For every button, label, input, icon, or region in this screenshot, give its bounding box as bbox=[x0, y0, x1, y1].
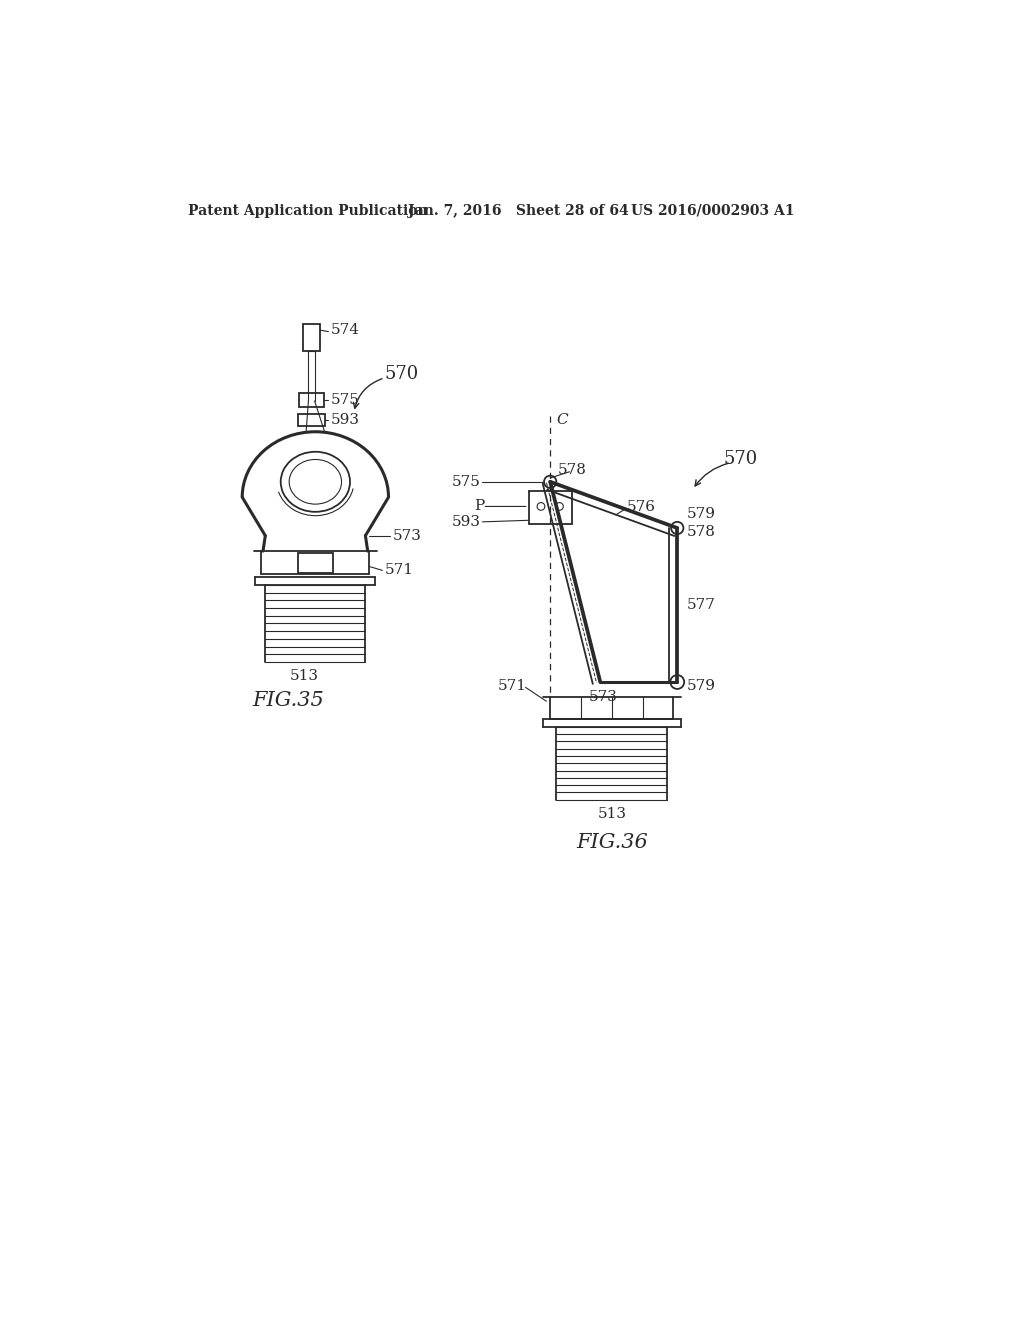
Text: 571: 571 bbox=[385, 564, 414, 577]
Text: 579: 579 bbox=[686, 507, 716, 521]
Text: P: P bbox=[474, 499, 484, 513]
Text: 573: 573 bbox=[392, 529, 421, 543]
Text: 578: 578 bbox=[686, 525, 716, 539]
Text: 513: 513 bbox=[597, 807, 627, 821]
Text: US 2016/0002903 A1: US 2016/0002903 A1 bbox=[631, 203, 795, 218]
Text: Jan. 7, 2016: Jan. 7, 2016 bbox=[408, 203, 502, 218]
Text: C: C bbox=[556, 413, 568, 428]
Text: 573: 573 bbox=[589, 690, 617, 705]
Text: 575: 575 bbox=[452, 475, 481, 488]
Text: Patent Application Publication: Patent Application Publication bbox=[188, 203, 428, 218]
Text: 570: 570 bbox=[724, 450, 758, 467]
Text: 577: 577 bbox=[686, 598, 716, 612]
Text: 578: 578 bbox=[558, 463, 587, 478]
Text: 579: 579 bbox=[686, 678, 716, 693]
Text: 593: 593 bbox=[331, 413, 359, 428]
Text: 570: 570 bbox=[385, 366, 419, 383]
Text: 576: 576 bbox=[628, 500, 656, 515]
Bar bbox=[298, 553, 333, 573]
Text: 593: 593 bbox=[452, 515, 481, 529]
Text: FIG.35: FIG.35 bbox=[253, 690, 325, 710]
Text: 575: 575 bbox=[331, 393, 359, 407]
Bar bbox=[299, 393, 324, 407]
Text: 571: 571 bbox=[498, 678, 527, 693]
Bar bbox=[298, 414, 326, 426]
Text: 574: 574 bbox=[331, 323, 359, 337]
Text: 513: 513 bbox=[290, 669, 318, 682]
Text: FIG.36: FIG.36 bbox=[575, 833, 648, 851]
Text: Sheet 28 of 64: Sheet 28 of 64 bbox=[515, 203, 629, 218]
Bar bbox=[303, 323, 319, 351]
